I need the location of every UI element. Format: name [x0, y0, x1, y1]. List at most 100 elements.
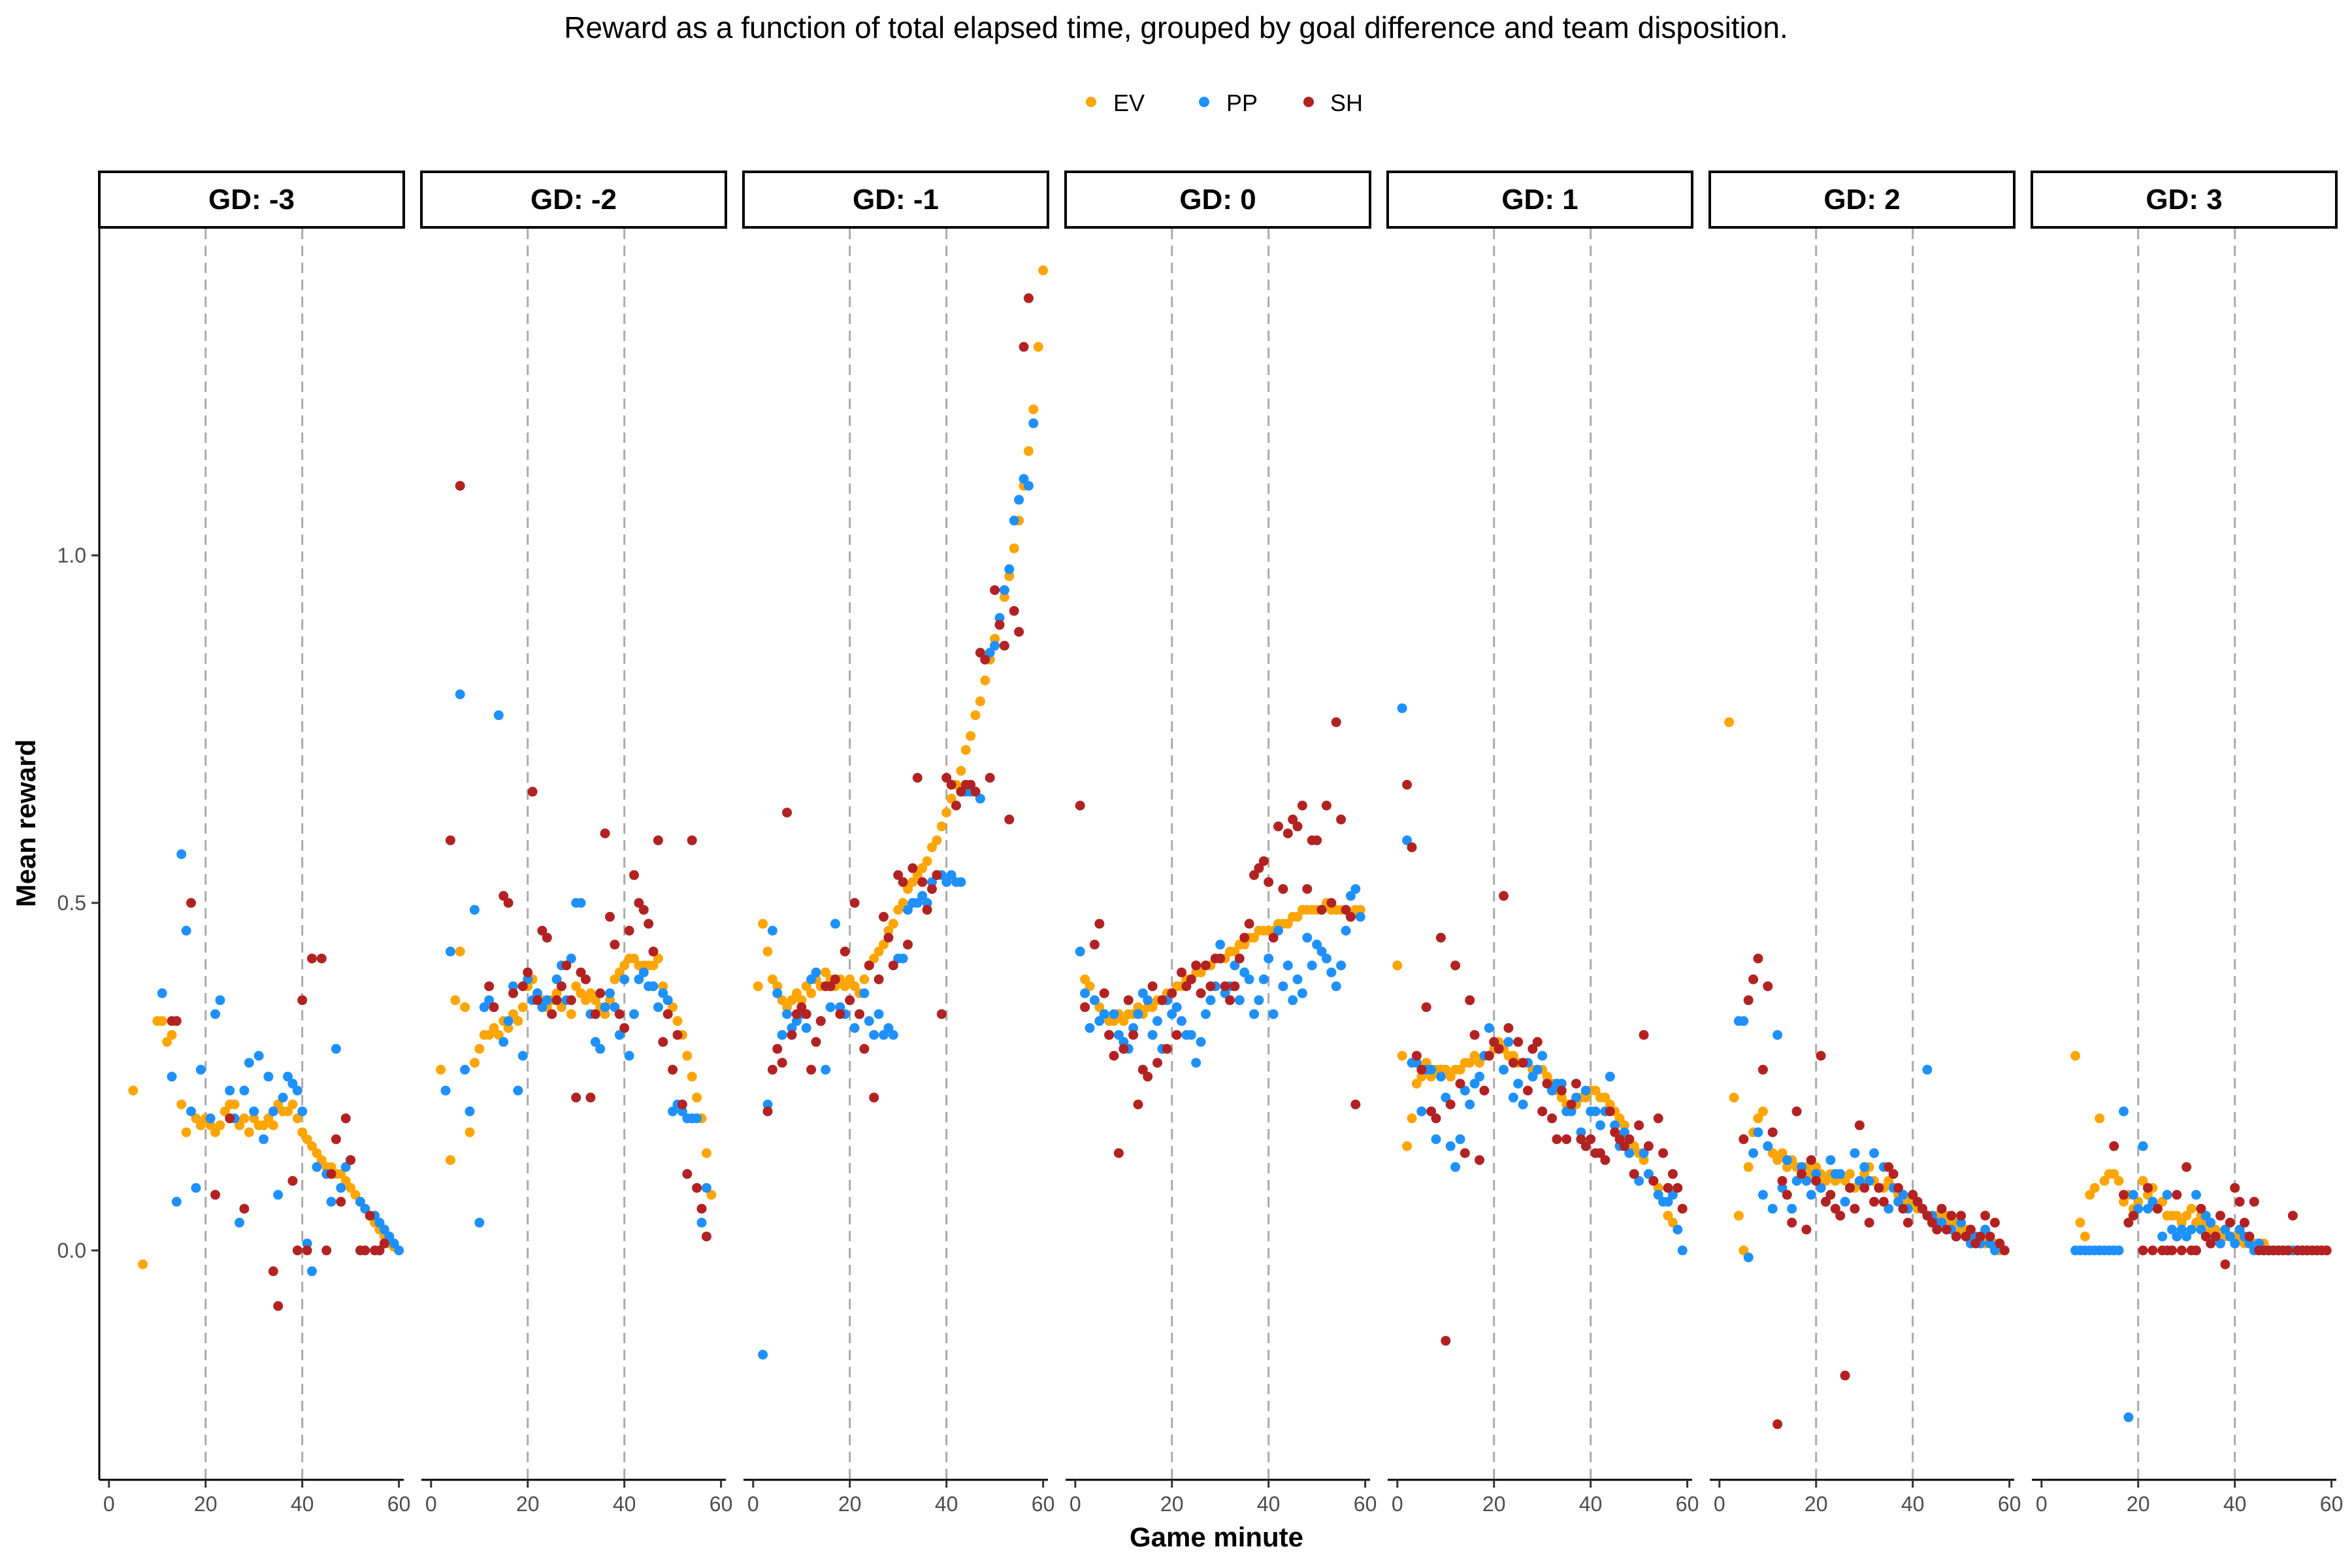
data-point: [1729, 1092, 1739, 1103]
data-point: [782, 1009, 792, 1019]
data-point: [898, 898, 908, 908]
data-point: [1499, 1064, 1509, 1075]
data-point: [1619, 1127, 1629, 1137]
data-point: [855, 1009, 864, 1019]
data-point: [903, 939, 913, 950]
data-point: [975, 793, 985, 804]
data-point: [658, 981, 668, 992]
data-point: [653, 835, 663, 845]
data-point: [1445, 1141, 1456, 1151]
data-point: [455, 689, 465, 700]
data-point: [2167, 1224, 2177, 1235]
data-point: [186, 898, 196, 908]
data-point: [1605, 1106, 1615, 1117]
data-point: [360, 1245, 370, 1256]
data-point: [970, 710, 981, 721]
data-point: [941, 877, 952, 887]
data-point: [1075, 800, 1085, 811]
data-point: [2181, 1162, 2192, 1172]
data-point: [542, 995, 552, 1005]
data-point: [1191, 960, 1201, 971]
data-point: [1757, 1064, 1768, 1075]
data-point: [1355, 911, 1365, 922]
data-point: [547, 1009, 557, 1019]
data-point: [1249, 932, 1259, 943]
data-point: [551, 995, 562, 1005]
x-tick-label: 20: [194, 1492, 218, 1516]
data-point: [1019, 342, 1029, 352]
data-point: [1350, 1100, 1361, 1109]
x-tick-label: 40: [2223, 1492, 2247, 1516]
data-point: [1999, 1245, 2010, 1256]
data-point: [2225, 1217, 2235, 1228]
data-point: [2157, 1232, 2168, 1242]
x-tick-label: 20: [2127, 1492, 2150, 1516]
panel-3: GD: -1 0 20 40 60: [742, 171, 1054, 1516]
series-sh: [2109, 1141, 2332, 1269]
data-point: [455, 946, 465, 956]
data-point: [1782, 1162, 1792, 1172]
data-point: [1527, 1071, 1538, 1082]
data-point: [888, 960, 898, 971]
data-point: [581, 974, 591, 985]
data-point: [1653, 1183, 1663, 1193]
x-tick-label: 0: [1392, 1492, 1403, 1516]
data-point: [1989, 1217, 2000, 1228]
data-point: [1537, 1106, 1548, 1117]
data-point: [2123, 1217, 2134, 1228]
data-point: [638, 905, 649, 915]
data-point: [1426, 1071, 1437, 1082]
data-point: [302, 1245, 312, 1256]
data-point: [1089, 939, 1100, 950]
x-tick-label: 40: [613, 1492, 636, 1516]
data-point: [677, 1106, 687, 1117]
data-point: [1288, 995, 1298, 1005]
data-point: [1455, 1064, 1465, 1075]
data-point: [503, 1016, 514, 1026]
x-tick-label: 20: [1482, 1492, 1506, 1516]
data-point: [508, 988, 518, 998]
data-point: [1009, 543, 1019, 553]
series-ev: [753, 265, 1049, 1013]
data-point: [840, 981, 850, 992]
data-point: [1350, 884, 1361, 894]
data-point: [2186, 1224, 2197, 1235]
data-point: [1099, 988, 1109, 998]
data-point: [532, 988, 542, 998]
data-point: [1932, 1224, 1942, 1235]
data-point: [1980, 1224, 1991, 1235]
data-point: [2191, 1190, 2201, 1200]
data-point: [1019, 474, 1029, 484]
facet-strip-label: GD: 0: [1179, 184, 1256, 216]
data-point: [1099, 1009, 1109, 1019]
data-point: [1133, 1002, 1143, 1013]
data-point: [1177, 1016, 1186, 1026]
data-point: [946, 870, 956, 880]
data-point: [692, 1092, 702, 1103]
data-point: [1147, 1030, 1158, 1040]
data-point: [1397, 1051, 1407, 1061]
data-point: [840, 946, 850, 956]
data-point: [600, 828, 610, 839]
y-tick-label: 1.0: [57, 544, 86, 567]
data-point: [1874, 1183, 1884, 1193]
data-point: [1748, 974, 1759, 985]
data-point: [1811, 1169, 1821, 1179]
data-point: [951, 800, 961, 811]
data-point: [2225, 1232, 2235, 1242]
data-point: [941, 808, 952, 818]
data-point: [1014, 627, 1024, 637]
data-point: [321, 1245, 332, 1256]
data-point: [1152, 1016, 1162, 1026]
data-point: [287, 1176, 298, 1186]
data-point: [1109, 1016, 1119, 1026]
data-point: [283, 1106, 293, 1117]
data-point: [297, 1127, 308, 1137]
data-point: [1479, 1085, 1490, 1096]
data-point: [316, 953, 327, 964]
data-point: [1411, 1079, 1422, 1089]
data-point: [595, 988, 606, 998]
data-point: [576, 898, 586, 908]
data-point: [1244, 919, 1254, 929]
